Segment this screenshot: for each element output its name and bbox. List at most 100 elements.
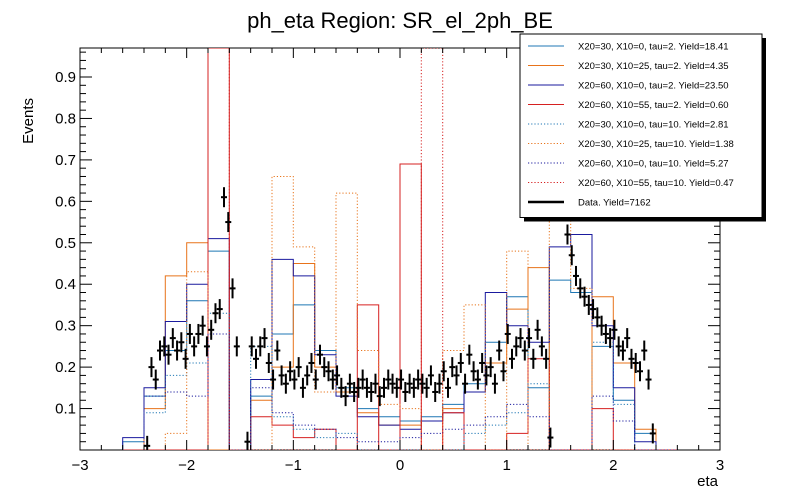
- data-point: [509, 348, 515, 369]
- data-point: [169, 328, 176, 349]
- legend-label: X20=60, X10=0, tau=10. Yield=5.27: [578, 159, 729, 170]
- x-tick-label: −3: [71, 457, 88, 474]
- data-point: [577, 278, 584, 299]
- data-point: [165, 344, 172, 365]
- data-point: [474, 369, 481, 390]
- legend-entry: X20=60, X10=55, tau=2. Yield=0.60: [528, 100, 729, 111]
- data-point: [398, 369, 405, 390]
- data-point: [573, 265, 579, 286]
- data-point: [342, 386, 349, 407]
- legend-label: X20=30, X10=25, tau=2. Yield=4.35: [578, 61, 729, 72]
- data-point: [628, 348, 635, 369]
- legend-entry: Data. Yield=7162: [528, 198, 651, 209]
- data-point: [346, 373, 353, 394]
- legend-label: Data. Yield=7162: [578, 198, 651, 209]
- data-point: [564, 224, 571, 245]
- data-point: [161, 336, 168, 357]
- data-point: [174, 340, 181, 361]
- data-point: [632, 352, 639, 373]
- data-point: [261, 328, 268, 349]
- data-point: [295, 357, 302, 378]
- data-point: [517, 328, 524, 349]
- data-point: [253, 348, 259, 369]
- x-tick-label: 3: [716, 457, 724, 474]
- data-point: [199, 315, 206, 336]
- data-point: [376, 386, 383, 407]
- y-tick-label: 0.7: [55, 152, 76, 169]
- legend-label: X20=30, X10=0, tau=2. Yield=18.41: [578, 42, 729, 53]
- legend: X20=30, X10=0, tau=2. Yield=18.41 X20=30,…: [519, 33, 766, 222]
- data-point: [368, 381, 375, 402]
- legend-entry: X20=30, X10=0, tau=10. Yield=2.81: [528, 120, 729, 131]
- legend-label: X20=60, X10=55, tau=10. Yield=0.47: [578, 178, 734, 189]
- data-point: [329, 369, 336, 390]
- data-point: [325, 361, 332, 382]
- legend-entry: X20=60, X10=55, tau=10. Yield=0.47: [528, 178, 734, 189]
- data-point: [191, 336, 198, 357]
- x-tick-label: 1: [502, 457, 510, 474]
- data-point: [312, 369, 319, 390]
- data-point: [419, 373, 426, 394]
- legend-box: [519, 33, 763, 218]
- data-point: [415, 369, 422, 390]
- data-point: [624, 328, 631, 349]
- legend-label: X20=60, X10=55, tau=2. Yield=0.60: [578, 100, 729, 111]
- data-point: [148, 357, 155, 378]
- data-point: [500, 361, 507, 382]
- data-point: [406, 373, 413, 394]
- data-point: [526, 328, 533, 349]
- data-point: [393, 377, 400, 398]
- data-point: [449, 357, 456, 378]
- data-point: [229, 278, 236, 299]
- data-point: [602, 323, 609, 344]
- data-points-group: [144, 187, 656, 450]
- x-tick-label: 0: [396, 457, 404, 474]
- data-point: [530, 348, 537, 369]
- data-point: [304, 365, 311, 386]
- data-point: [534, 319, 541, 340]
- data-point: [457, 352, 464, 373]
- data-point: [233, 336, 240, 357]
- data-point: [453, 365, 460, 386]
- data-point: [538, 336, 545, 357]
- legend-entry: X20=30, X10=0, tau=2. Yield=18.41: [528, 42, 729, 53]
- data-point: [248, 336, 255, 357]
- y-axis-label: Events: [20, 98, 37, 144]
- legend-entry: X20=60, X10=0, tau=10. Yield=5.27: [528, 159, 729, 170]
- data-point: [466, 344, 473, 365]
- data-point: [270, 369, 277, 390]
- y-tick-label: 0.1: [55, 401, 76, 418]
- legend-entry: X20=30, X10=25, tau=10. Yield=1.38: [528, 139, 734, 150]
- data-point: [427, 365, 434, 386]
- data-point: [278, 365, 285, 386]
- data-point: [221, 187, 227, 208]
- x-tick-label: 2: [609, 457, 617, 474]
- data-point: [299, 377, 306, 398]
- data-point: [182, 348, 189, 369]
- data-point: [440, 361, 447, 382]
- data-point: [585, 294, 592, 315]
- legend-entry: X20=30, X10=25, tau=2. Yield=4.35: [528, 61, 729, 72]
- data-point: [496, 340, 503, 361]
- data-point: [568, 245, 575, 266]
- data-point: [436, 373, 443, 394]
- data-point: [590, 299, 597, 320]
- data-point: [598, 315, 605, 336]
- data-point: [521, 340, 528, 361]
- data-point: [410, 377, 417, 398]
- data-point: [491, 373, 498, 394]
- data-point: [216, 299, 223, 320]
- data-point: [359, 369, 366, 390]
- data-point: [445, 377, 451, 398]
- data-point: [487, 357, 494, 378]
- data-point: [402, 381, 409, 402]
- data-point: [152, 369, 159, 390]
- data-point: [195, 323, 202, 344]
- data-point: [483, 365, 490, 386]
- data-point: [513, 336, 520, 357]
- data-point: [381, 377, 387, 398]
- y-tick-label: 0.9: [55, 69, 76, 86]
- data-point: [287, 361, 294, 382]
- data-point: [645, 369, 652, 390]
